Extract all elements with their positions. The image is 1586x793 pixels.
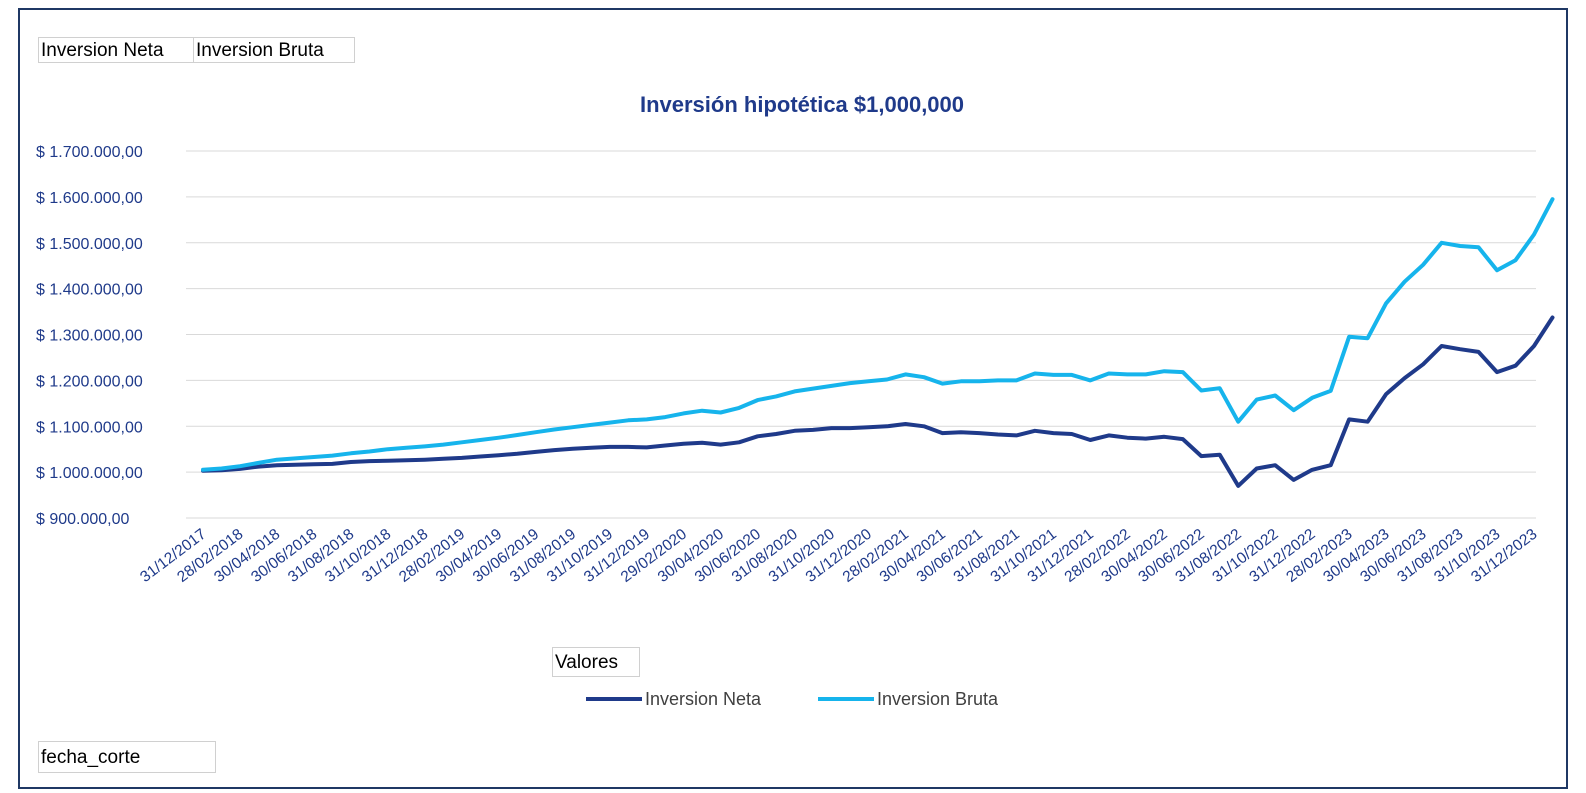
series-line-inversion-neta: [201, 315, 1555, 488]
y-tick-label: $ 1.100.000,00: [36, 419, 143, 436]
row-field-button[interactable]: fecha_corte: [38, 741, 216, 773]
legend-label: Inversion Neta: [645, 689, 762, 709]
y-tick-label: $ 1.200.000,00: [36, 373, 143, 390]
legend-label: Inversion Bruta: [877, 689, 999, 709]
legend: Inversion Neta Inversion Bruta: [586, 689, 999, 709]
y-tick-label: $ 1.500.000,00: [36, 236, 143, 253]
series-line-inversion-bruta: [201, 197, 1555, 472]
y-tick-label: $ 1.400.000,00: [36, 282, 143, 299]
values-field-button[interactable]: Valores: [552, 647, 640, 677]
y-tick-label: $ 1.700.000,00: [36, 144, 143, 161]
series-lines: [201, 197, 1555, 488]
filter-button-inversion-neta[interactable]: Inversion Neta: [38, 37, 194, 63]
y-tick-label: $ 1.300.000,00: [36, 328, 143, 345]
x-axis-tick-labels: 31/12/201728/02/201830/04/201830/06/2018…: [137, 525, 1540, 585]
y-tick-label: $ 900.000,00: [36, 511, 130, 528]
y-tick-label: $ 1.600.000,00: [36, 190, 143, 207]
y-tick-label: $ 1.000.000,00: [36, 465, 143, 482]
filter-button-inversion-bruta[interactable]: Inversion Bruta: [193, 37, 355, 63]
y-axis-tick-labels: $ 900.000,00 $ 1.000.000,00 $ 1.100.000,00…: [36, 144, 143, 528]
chart-title: Inversión hipotética $1,000,000: [640, 92, 964, 117]
